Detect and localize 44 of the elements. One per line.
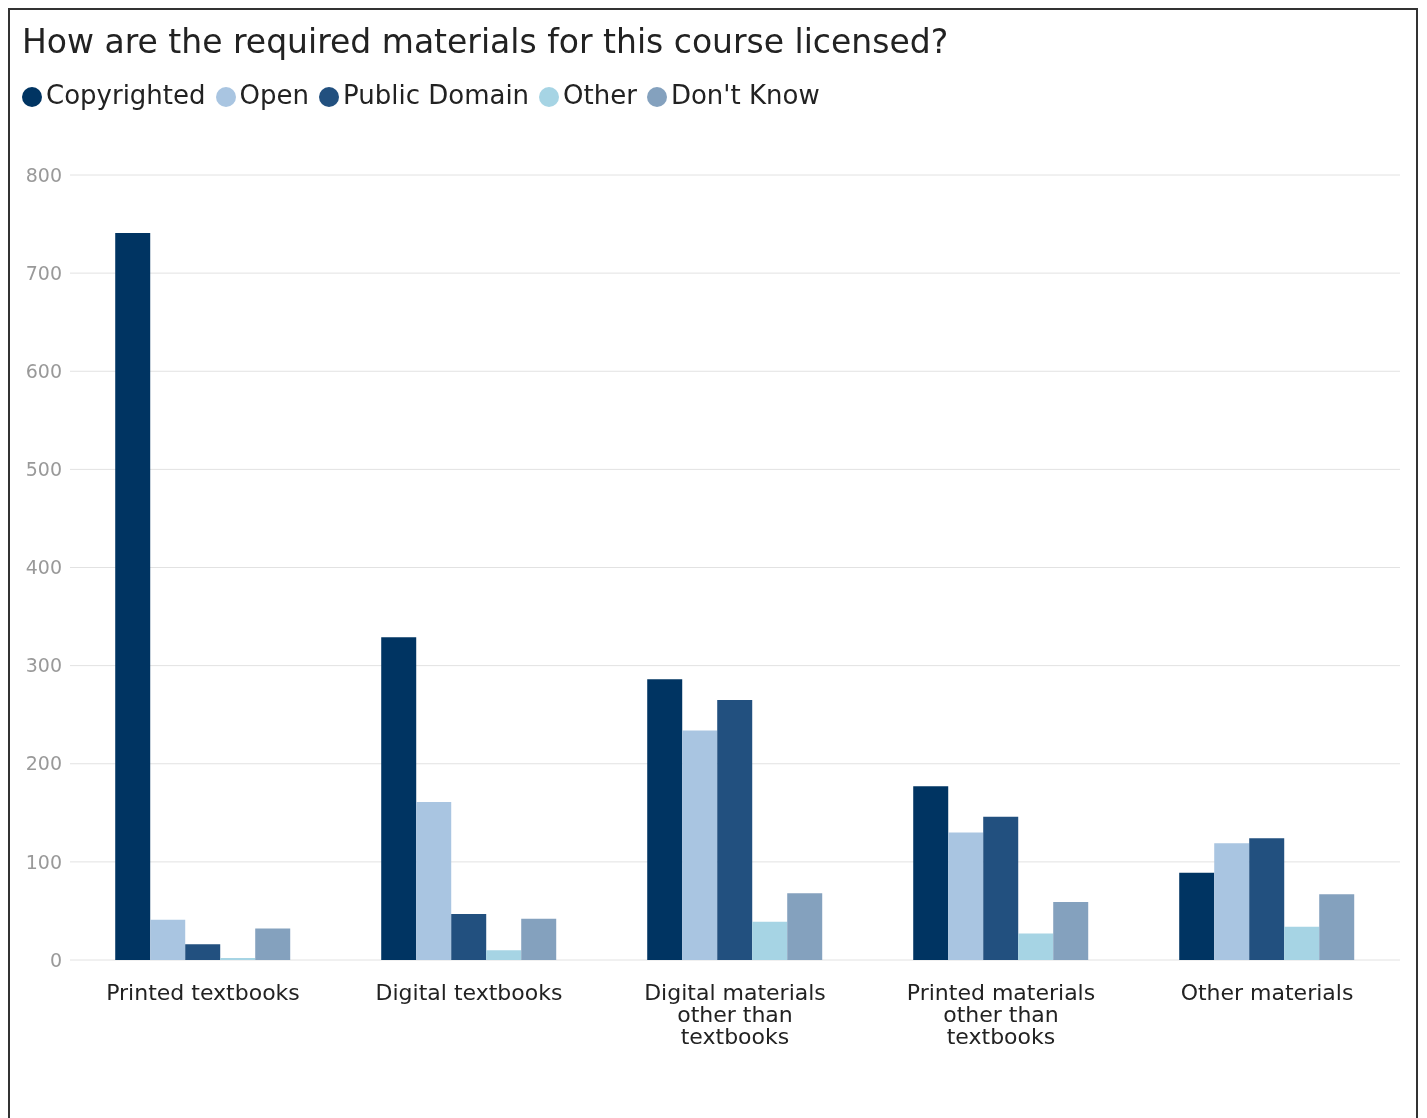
bar [717, 699, 753, 960]
bar [1319, 894, 1355, 960]
legend-label: Copyrighted [46, 80, 206, 110]
x-tick-label: Printed textbooks [106, 979, 300, 1005]
x-tick-label: Other materials [1180, 979, 1354, 1005]
y-tick-label: 100 [25, 850, 62, 873]
bar [682, 730, 718, 960]
bar [381, 637, 417, 960]
bar [983, 816, 1019, 960]
bar [1018, 933, 1054, 960]
legend-label: Don't Know [670, 80, 820, 110]
bar [521, 918, 557, 960]
y-tick-label: 400 [25, 556, 62, 579]
y-tick-label: 800 [25, 163, 62, 186]
bar [1179, 872, 1215, 960]
bar [647, 679, 683, 960]
y-tick-label: 700 [25, 261, 62, 284]
legend-label: Public Domain [343, 80, 530, 110]
bar [1249, 838, 1285, 960]
bar [185, 944, 221, 960]
bar [255, 928, 291, 960]
bar [787, 893, 823, 960]
bar [1284, 926, 1320, 960]
y-tick-label: 300 [25, 654, 62, 677]
y-tick-label: 500 [25, 458, 62, 481]
bar [1053, 902, 1089, 960]
bar [486, 950, 522, 960]
bar [150, 919, 186, 960]
bar [948, 832, 984, 960]
x-tick-label: Digital textbooks [375, 979, 563, 1005]
x-tick-label: Digital materials other than textbooks [644, 979, 826, 1049]
bar [913, 786, 949, 960]
bar [1214, 843, 1250, 960]
y-tick-label: 200 [25, 752, 62, 775]
x-tick-label: Printed materials other than textbooks [906, 979, 1096, 1049]
bar [115, 232, 151, 960]
legend-label: Open [239, 80, 309, 110]
y-tick-label: 0 [49, 948, 62, 971]
bar [752, 921, 788, 960]
bar [451, 913, 487, 960]
bar [416, 802, 452, 960]
y-tick-label: 600 [25, 359, 62, 382]
chart-title: How are the required materials for this course licensed? [22, 22, 949, 61]
legend-label: Other [563, 80, 637, 110]
